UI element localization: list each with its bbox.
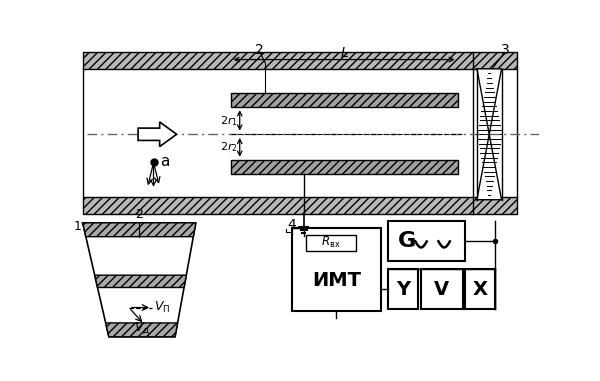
Text: $V_{\rm д}$: $V_{\rm д}$ xyxy=(134,320,151,336)
Text: Y: Y xyxy=(396,280,410,299)
Bar xyxy=(230,93,458,107)
Text: V: V xyxy=(434,280,449,299)
Text: $2r_1$: $2r_1$ xyxy=(220,114,238,128)
Polygon shape xyxy=(95,275,186,288)
Bar xyxy=(292,228,380,311)
Polygon shape xyxy=(138,122,176,147)
Bar xyxy=(306,235,356,251)
Polygon shape xyxy=(83,223,196,337)
Text: 2: 2 xyxy=(256,43,264,56)
Bar xyxy=(388,269,418,309)
Text: 3: 3 xyxy=(501,43,510,56)
Bar xyxy=(466,269,494,309)
Polygon shape xyxy=(83,223,196,237)
Text: ИМТ: ИМТ xyxy=(312,271,361,290)
Polygon shape xyxy=(477,134,502,200)
Bar xyxy=(421,269,463,309)
Bar xyxy=(388,221,466,261)
Bar xyxy=(230,160,458,173)
Bar xyxy=(83,52,517,69)
Text: G: G xyxy=(398,231,416,251)
Text: $R_{\rm вх}$: $R_{\rm вх}$ xyxy=(321,235,341,250)
Polygon shape xyxy=(477,69,502,134)
Text: $V_\Pi$: $V_\Pi$ xyxy=(154,300,170,315)
Text: X: X xyxy=(472,280,487,299)
Bar xyxy=(83,52,517,214)
Text: a: a xyxy=(160,154,169,170)
Text: 1: 1 xyxy=(73,220,81,233)
Polygon shape xyxy=(106,323,178,337)
Text: $2r_2$: $2r_2$ xyxy=(220,140,238,154)
Text: L: L xyxy=(340,46,348,61)
Text: 4: 4 xyxy=(288,218,296,232)
Text: 2: 2 xyxy=(136,208,143,221)
Bar xyxy=(83,197,517,214)
